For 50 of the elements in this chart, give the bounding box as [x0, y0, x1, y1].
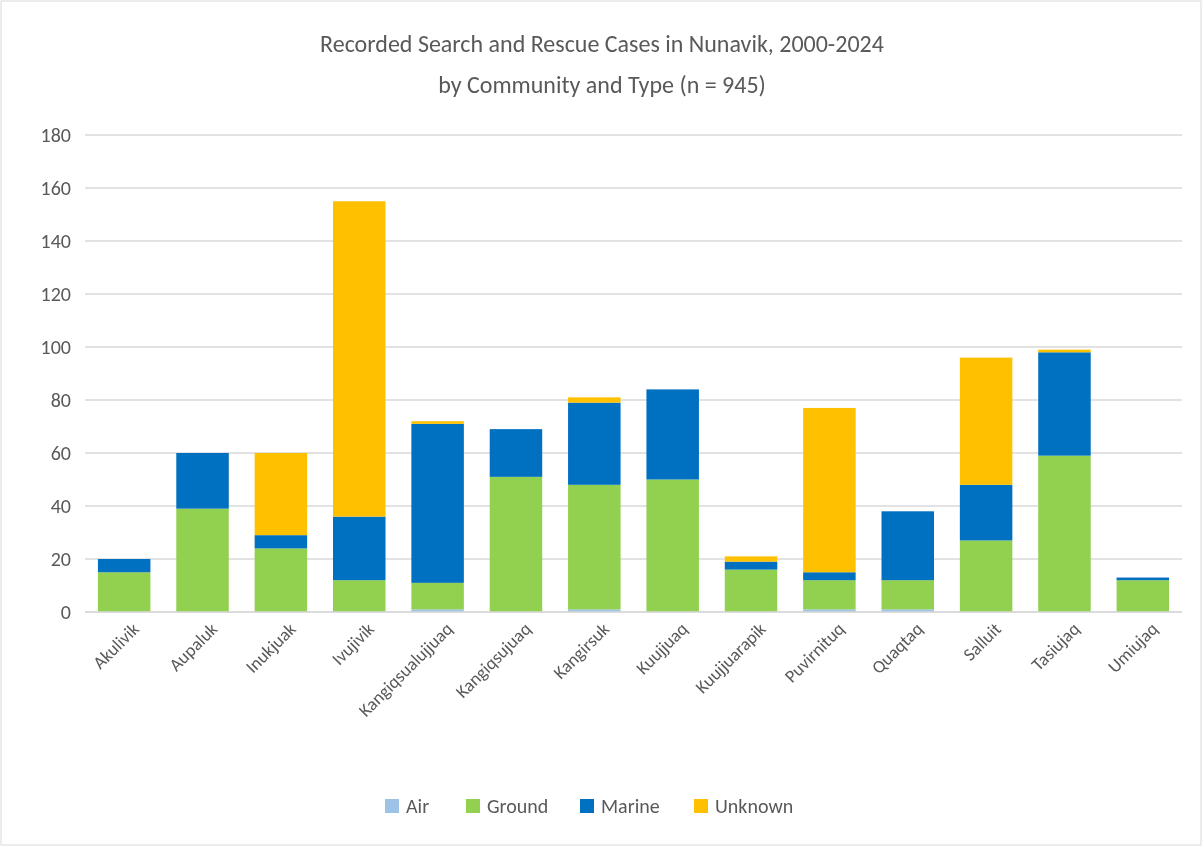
bar [959, 484, 1013, 541]
bar [724, 556, 778, 562]
chart-subtitle: by Community and Type (n = 945) [438, 70, 766, 99]
bar [1038, 455, 1091, 612]
bar [881, 580, 934, 610]
bar [333, 516, 386, 581]
y-tick-label: 20 [50, 546, 71, 571]
bar [176, 453, 229, 509]
bar [97, 559, 151, 573]
bar [254, 535, 308, 549]
bar [489, 429, 543, 477]
y-tick-label: 120 [40, 281, 71, 306]
y-tick-label: 80 [50, 387, 71, 412]
legend-label: Marine [601, 794, 660, 818]
bar [333, 201, 386, 517]
bar [803, 407, 856, 573]
y-tick-label: 40 [50, 493, 71, 518]
bar [959, 540, 1013, 612]
bar [411, 421, 464, 424]
bar [881, 511, 934, 581]
bar [254, 548, 308, 612]
legend-label: Unknown [715, 794, 794, 818]
bar [646, 389, 699, 480]
legend-label: Ground [487, 794, 549, 818]
bar [568, 402, 621, 485]
bar [97, 572, 151, 612]
y-tick-label: 0 [60, 599, 71, 624]
y-tick-label: 100 [40, 334, 71, 359]
bar [568, 397, 621, 403]
bar [1116, 580, 1170, 612]
bar [254, 453, 308, 536]
legend-label: Air [406, 794, 430, 818]
bar [646, 479, 699, 612]
bar [411, 423, 464, 583]
bar [803, 580, 856, 610]
bar [959, 357, 1013, 485]
bar [176, 508, 229, 612]
y-tick-label: 180 [40, 122, 71, 147]
bar [489, 476, 543, 612]
bar [1038, 352, 1091, 456]
chart-title: Recorded Search and Rescue Cases in Nunavik, 2000-2024 [320, 29, 884, 58]
bar [724, 569, 778, 612]
y-tick-label: 140 [40, 228, 71, 253]
bar [724, 561, 778, 570]
y-tick-label: 160 [40, 175, 71, 200]
y-tick-label: 60 [50, 440, 71, 465]
bar [411, 582, 464, 610]
bar [568, 484, 621, 610]
bar [803, 572, 856, 581]
bar [333, 580, 386, 612]
